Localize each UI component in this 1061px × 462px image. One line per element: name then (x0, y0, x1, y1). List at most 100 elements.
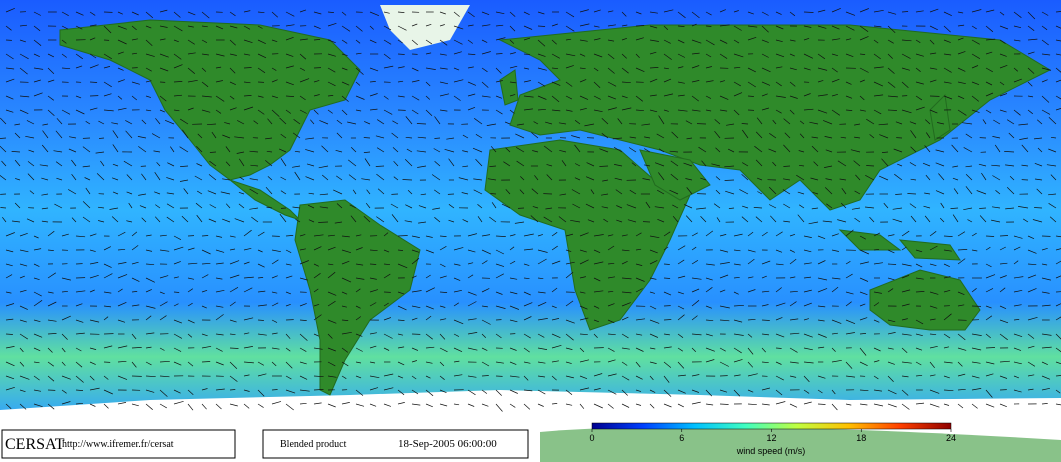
wind-arrow (705, 389, 713, 397)
wind-arrow (887, 109, 897, 111)
wind-arrow (523, 277, 530, 280)
wind-arrow (243, 25, 251, 30)
wind-arrow (893, 148, 903, 153)
wind-arrow (1034, 162, 1043, 167)
wind-arrow (696, 207, 707, 210)
wind-arrow (257, 109, 265, 115)
wind-arrow (89, 387, 100, 391)
wind-arrow (383, 373, 394, 377)
wind-arrow (901, 333, 912, 336)
wind-arrow (453, 403, 460, 406)
wind-arrow (341, 235, 350, 238)
wind-arrow (803, 401, 812, 405)
wind-arrow (999, 403, 1007, 408)
wind-arrow (910, 146, 917, 153)
wind-arrow (677, 259, 685, 265)
wind-arrow (621, 81, 631, 84)
wind-arrow (586, 162, 595, 167)
wind-arrow (14, 123, 21, 126)
wind-arrow (565, 11, 575, 18)
wind-arrow (929, 318, 936, 321)
wind-arrow (369, 25, 374, 30)
wind-arrow (1041, 25, 1048, 31)
wind-arrow (285, 291, 292, 295)
wind-arrow (243, 106, 254, 111)
wind-arrow (845, 403, 852, 406)
wind-arrow (5, 333, 13, 335)
wind-arrow (719, 39, 728, 44)
wind-arrow (614, 177, 623, 181)
wind-arrow (271, 39, 278, 43)
wind-arrow (537, 234, 544, 237)
wind-arrow (201, 81, 209, 88)
wind-arrow (265, 137, 273, 140)
wind-arrow (89, 375, 95, 381)
wind-arrow (249, 150, 259, 153)
wind-arrow (545, 121, 553, 125)
wind-arrow (943, 375, 950, 379)
wind-arrow (991, 219, 1001, 223)
wind-arrow (411, 389, 419, 395)
wind-arrow (929, 39, 935, 45)
wind-arrow (621, 389, 628, 396)
wind-arrow (817, 260, 826, 265)
wind-arrow (183, 188, 189, 195)
wind-arrow (201, 289, 208, 293)
wind-arrow (47, 333, 57, 335)
wind-arrow (571, 189, 581, 195)
wind-arrow (131, 52, 138, 55)
wind-arrow (285, 389, 296, 394)
wind-arrow (761, 387, 770, 391)
wind-arrow (509, 52, 516, 55)
wind-arrow (5, 403, 12, 409)
wind-arrow (873, 109, 882, 115)
wind-arrow (747, 276, 754, 279)
wind-arrow (565, 271, 574, 279)
wind-arrow (467, 389, 476, 396)
wind-arrow (439, 291, 448, 293)
wind-arrow (817, 333, 827, 338)
wind-arrow (837, 160, 847, 167)
wind-arrow (616, 205, 623, 209)
wind-arrow (257, 53, 267, 59)
wind-arrow (19, 375, 30, 380)
wind-arrow (756, 117, 763, 125)
wind-arrow (747, 231, 754, 237)
wind-arrow (173, 25, 183, 32)
wind-arrow (117, 231, 126, 237)
wind-arrow (635, 375, 643, 380)
wind-arrow (159, 291, 165, 295)
wind-arrow (943, 289, 951, 293)
wind-arrow (383, 39, 392, 45)
wind-arrow (887, 25, 896, 33)
wind-arrow (33, 39, 42, 46)
wind-arrow (537, 318, 548, 321)
wind-arrow (825, 149, 833, 153)
wind-arrow (672, 215, 679, 223)
colorbar-tick-label: 0 (589, 433, 594, 443)
wind-arrow (817, 53, 826, 60)
wind-arrow (487, 178, 497, 181)
wind-arrow (873, 66, 884, 69)
wind-arrow (117, 360, 127, 363)
wind-arrow (33, 389, 42, 392)
wind-arrow (1055, 333, 1061, 340)
wind-arrow (61, 290, 68, 293)
wind-arrow (901, 67, 910, 71)
wind-arrow (257, 389, 265, 397)
wind-arrow (700, 215, 707, 223)
wind-arrow (481, 51, 491, 55)
colorbar-tick-label: 12 (766, 433, 776, 443)
wind-arrow (845, 301, 852, 307)
wind-arrow (892, 218, 903, 223)
wind-arrow (490, 146, 497, 153)
wind-arrow (294, 171, 301, 181)
wind-arrow (845, 291, 854, 295)
wind-arrow (33, 277, 40, 281)
wind-arrow (784, 132, 791, 139)
wind-arrow (243, 95, 252, 97)
wind-arrow (1055, 303, 1061, 307)
wind-arrow (565, 233, 574, 237)
wind-arrow (565, 347, 573, 350)
wind-arrow (775, 81, 782, 87)
